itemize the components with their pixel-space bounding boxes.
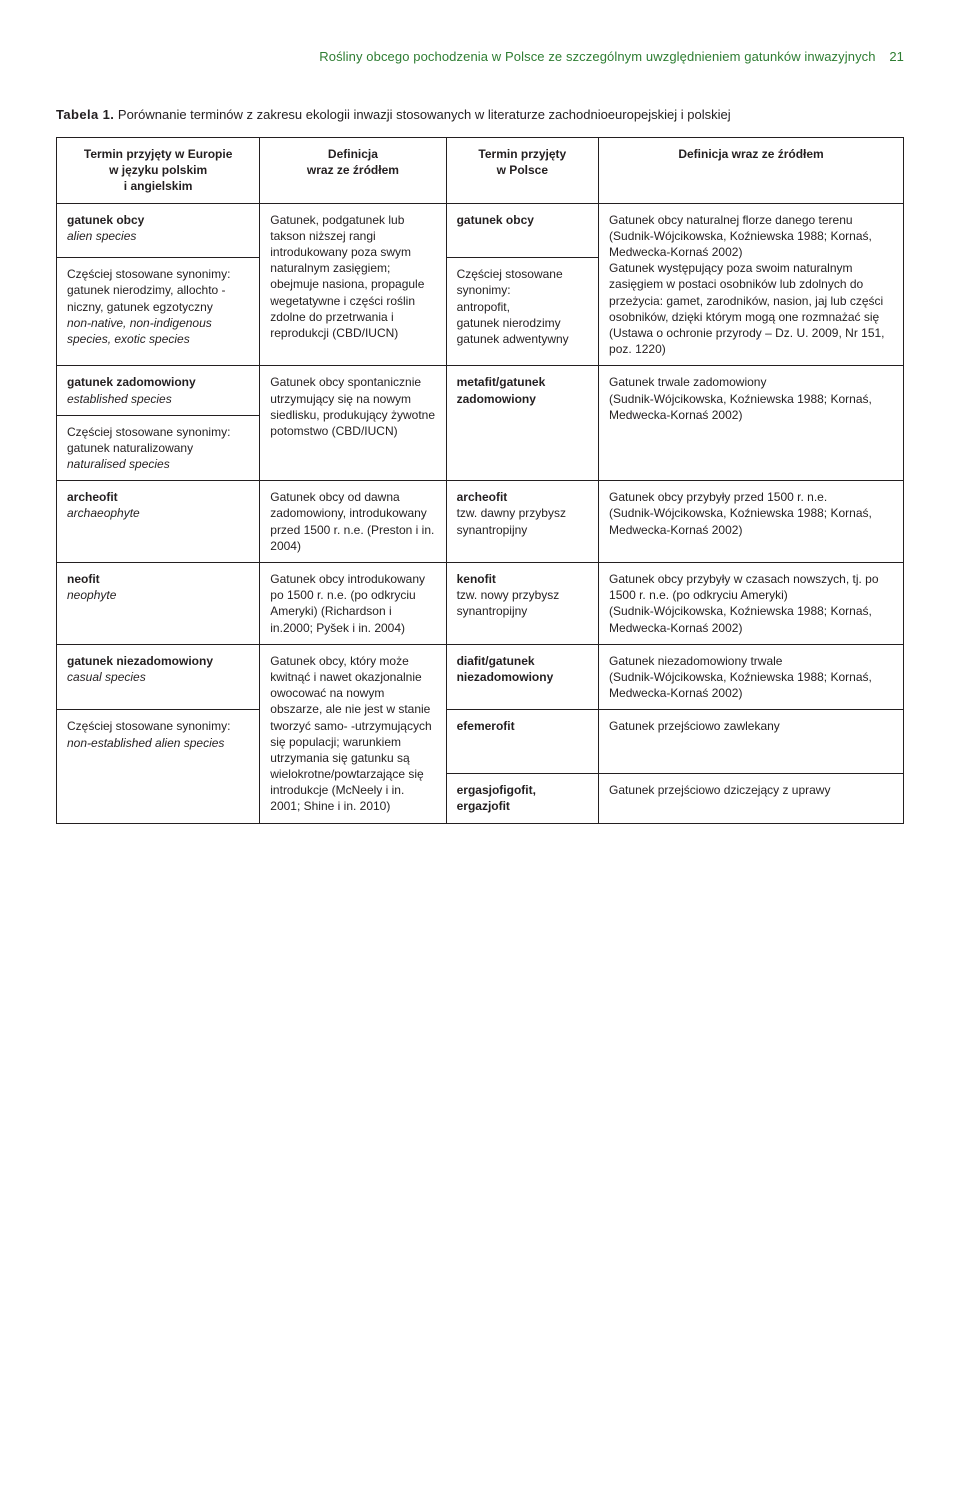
syn-text: gatunek nierodzimy, allochto - niczny, g… (67, 282, 249, 314)
cell-term-eu: gatunek niezadomowiony casual species (57, 644, 260, 710)
th-text: Definicja wraz ze źródłem (678, 147, 823, 161)
cell-def-eu: Gatunek obcy introdukowany po 1500 r. n.… (260, 563, 446, 645)
table-row: archeofit archaeophyte Gatunek obcy od d… (57, 481, 904, 563)
cell-term-pl: gatunek obcy (446, 203, 598, 258)
term-bold: ergasjofigofit, ergazjofit (457, 782, 588, 814)
syn-text: antropofit,gatunek nierodzimygatunek adw… (457, 299, 588, 348)
cell-term-eu: gatunek obcy alien species (57, 203, 260, 258)
def-text: Gatunek obcy od dawna zadomowiony, intro… (270, 490, 434, 553)
th-text: Definicjawraz ze źródłem (307, 147, 399, 177)
syn-text: gatunek naturalizowany (67, 440, 249, 456)
cell-term-pl: ergasjofigofit, ergazjofit (446, 774, 598, 823)
term-bold: gatunek zadomowiony (67, 374, 249, 390)
term-italic: casual species (67, 669, 249, 685)
term-bold: gatunek niezadomowiony (67, 653, 249, 669)
table-row: gatunek zadomowiony established species … (57, 366, 904, 415)
table-row: gatunek niezadomowiony casual species Ga… (57, 644, 904, 710)
syn-italic: non-established alien species (67, 735, 249, 751)
cell-def-pl: Gatunek obcy naturalnej florze danego te… (599, 203, 904, 366)
cell-term-pl: archeofit tzw. dawny przybysz synantropi… (446, 481, 598, 563)
table-row: Częściej stosowane synonimy: non-establi… (57, 710, 904, 774)
th-term-pl: Termin przyjętyw Polsce (446, 138, 598, 204)
running-head: Rośliny obcego pochodzenia w Polsce ze s… (56, 48, 904, 66)
th-text: Termin przyjęty w Europiew języku polski… (84, 147, 232, 193)
th-def-pl: Definicja wraz ze źródłem (599, 138, 904, 204)
term-bold: gatunek obcy (67, 212, 249, 228)
term-italic: alien species (67, 228, 249, 244)
def-text: Gatunek trwale zadomowiony(Sudnik-Wójcik… (609, 375, 872, 421)
cell-term-eu: gatunek zadomowiony established species (57, 366, 260, 415)
running-head-text: Rośliny obcego pochodzenia w Polsce ze s… (319, 49, 875, 64)
table-caption: Tabela 1. Porównanie terminów z zakresu … (56, 106, 904, 124)
table-header-row: Termin przyjęty w Europiew języku polski… (57, 138, 904, 204)
term-bold: gatunek obcy (457, 212, 588, 228)
def-text: Gatunek obcy przybyły w czasach nowszych… (609, 572, 878, 635)
term-bold: efemerofit (457, 718, 588, 734)
cell-def-pl: Gatunek obcy przybyły przed 1500 r. n.e.… (599, 481, 904, 563)
cell-synonyms-eu: Częściej stosowane synonimy: non-establi… (57, 710, 260, 823)
term-italic: archaeophyte (67, 505, 249, 521)
syn-label: Częściej stosowane synonimy: (67, 266, 249, 282)
table-row: neofit neophyte Gatunek obcy introdukowa… (57, 563, 904, 645)
term-bold: neofit (67, 571, 249, 587)
syn-label: Częściej stosowane synonimy: (67, 424, 249, 440)
cell-def-eu: Gatunek obcy, który może kwitnąć i nawet… (260, 644, 446, 823)
cell-synonyms-pl: Częściej stosowane synonimy: antropofit,… (446, 258, 598, 366)
terms-table: Termin przyjęty w Europiew języku polski… (56, 137, 904, 824)
term-bold: metafit/gatunek zadomowiony (457, 374, 588, 406)
cell-def-pl: Gatunek niezadomowiony trwale(Sudnik-Wój… (599, 644, 904, 710)
caption-label: Tabela 1. (56, 107, 114, 122)
def-text: Gatunek przejściowo dziczejący z uprawy (609, 783, 830, 797)
cell-term-eu: archeofit archaeophyte (57, 481, 260, 563)
syn-italic: non-native, non-indigenous species, exot… (67, 315, 249, 347)
def-text: Gatunek obcy, który może kwitnąć i nawet… (270, 654, 431, 814)
th-def-eu: Definicjawraz ze źródłem (260, 138, 446, 204)
def-text: Gatunek obcy spontanicznie utrzymujący s… (270, 375, 435, 438)
term-sub: tzw. dawny przybysz synantropijny (457, 505, 588, 537)
cell-synonyms-eu: Częściej stosowane synonimy: gatunek nat… (57, 415, 260, 481)
def-text: Gatunek, podgatunek lub takson niższej r… (270, 213, 424, 340)
cell-def-pl: Gatunek przejściowo zawlekany (599, 710, 904, 774)
cell-term-pl: diafit/gatunek niezadomowiony (446, 644, 598, 710)
def-text: Gatunek obcy naturalnej florze danego te… (609, 213, 884, 357)
th-text: Termin przyjętyw Polsce (478, 147, 566, 177)
cell-def-pl: Gatunek przejściowo dziczejący z uprawy (599, 774, 904, 823)
th-term-eu: Termin przyjęty w Europiew języku polski… (57, 138, 260, 204)
cell-term-pl: efemerofit (446, 710, 598, 774)
term-italic: established species (67, 391, 249, 407)
syn-label: Częściej stosowane synonimy: (457, 266, 588, 298)
syn-label: Częściej stosowane synonimy: (67, 718, 249, 734)
term-italic: neophyte (67, 587, 249, 603)
term-bold: archeofit (457, 489, 588, 505)
cell-def-pl: Gatunek obcy przybyły w czasach nowszych… (599, 563, 904, 645)
cell-def-eu: Gatunek obcy spontanicznie utrzymujący s… (260, 366, 446, 481)
def-text: Gatunek przejściowo zawlekany (609, 719, 780, 733)
cell-term-pl: metafit/gatunek zadomowiony (446, 366, 598, 481)
cell-def-pl: Gatunek trwale zadomowiony(Sudnik-Wójcik… (599, 366, 904, 481)
def-text: Gatunek niezadomowiony trwale(Sudnik-Wój… (609, 654, 872, 700)
syn-italic: naturalised species (67, 456, 249, 472)
page-number: 21 (889, 49, 904, 64)
cell-def-eu: Gatunek, podgatunek lub takson niższej r… (260, 203, 446, 366)
def-text: Gatunek obcy przybyły przed 1500 r. n.e.… (609, 490, 872, 536)
caption-text: Porównanie terminów z zakresu ekologii i… (118, 107, 731, 122)
table-row: gatunek obcy alien species Gatunek, podg… (57, 203, 904, 258)
term-bold: diafit/gatunek niezadomowiony (457, 653, 588, 685)
cell-def-eu: Gatunek obcy od dawna zadomowiony, intro… (260, 481, 446, 563)
term-bold: archeofit (67, 489, 249, 505)
term-bold: kenofit (457, 571, 588, 587)
cell-term-pl: kenofit tzw. nowy przybysz synantropijny (446, 563, 598, 645)
def-text: Gatunek obcy introdukowany po 1500 r. n.… (270, 572, 425, 635)
cell-synonyms-eu: Częściej stosowane synonimy: gatunek nie… (57, 258, 260, 366)
term-sub: tzw. nowy przybysz synantropijny (457, 587, 588, 619)
cell-term-eu: neofit neophyte (57, 563, 260, 645)
